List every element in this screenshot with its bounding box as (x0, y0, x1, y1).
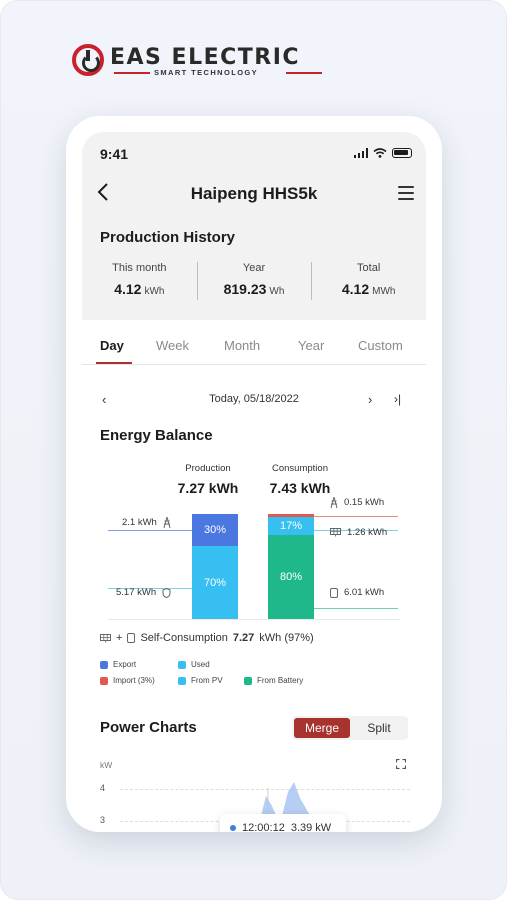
legend-import: Import (3%) (100, 676, 155, 685)
page-title: Haipeng HHS5k (190, 184, 318, 203)
shield-icon (162, 587, 171, 598)
battery-status-icon (392, 148, 412, 158)
stat-total: Total 4.12 MWh (311, 262, 426, 302)
from-battery-kwh-label: 6.01 kWh (330, 587, 384, 598)
consumption-bar: 17% 80% (268, 514, 314, 619)
back-arrow-icon[interactable] (94, 182, 114, 202)
menu-icon[interactable] (398, 186, 414, 200)
status-icons (353, 148, 412, 158)
self-consumption-summary: + Self-Consumption 7.27 kWh (97%) (100, 632, 314, 644)
chart-unit-label: kW (100, 760, 113, 770)
period-tabs: Day Week Month Year Custom (82, 332, 426, 365)
from-pv-kwh-label: 1.26 kWh (330, 527, 387, 538)
split-button[interactable]: Split (367, 721, 391, 735)
bar-segment: 30% (192, 514, 238, 546)
series-dot (230, 825, 236, 831)
bar-segment (268, 514, 314, 517)
stat-this-month: This month 4.12 kWh (112, 262, 167, 297)
import-kwh-label: 0.15 kWh (330, 497, 384, 508)
tab-week[interactable]: Week (156, 338, 189, 353)
tab-year[interactable]: Year (298, 338, 325, 353)
status-time: 9:41 (100, 146, 129, 162)
battery-icon (127, 633, 136, 643)
active-tab-indicator (96, 362, 132, 364)
legend-used: Used (178, 660, 210, 669)
consumption-value: 7.43 kWh (269, 480, 331, 496)
used-kwh-label: 5.17 kWh (116, 587, 171, 598)
legend-from-pv: From PV (178, 676, 223, 685)
production-stats: This month 4.12 kWh Year 819.23 Wh Total 4… (82, 262, 426, 302)
expand-icon[interactable] (396, 759, 406, 769)
energy-balance-title: Energy Balance (100, 427, 213, 444)
production-value: 7.27 kWh (177, 480, 239, 496)
chart-tooltip: 12:00:12 3.39 kW (220, 814, 346, 832)
export-kwh-label: 2.1 kWh (122, 517, 171, 528)
tab-month[interactable]: Month (224, 338, 261, 353)
app-screen: 9:41 Haipeng HHS5k Production History Th… (82, 132, 426, 832)
tab-custom[interactable]: Custom (358, 338, 403, 353)
y-tick: 3 (100, 815, 106, 825)
header-area: 9:41 Haipeng HHS5k Production History Th… (82, 132, 426, 320)
power-charts-title: Power Charts (100, 719, 197, 736)
phone-frame: 9:41 Haipeng HHS5k Production History Th… (66, 116, 442, 832)
solar-panel-icon (100, 633, 111, 642)
grid-tower-icon (163, 517, 171, 528)
date-navigator: ‹ Today, 05/18/2022 › ›| (82, 390, 426, 410)
brand-name: EAS ELECTRIC (110, 45, 301, 70)
wifi-icon (373, 148, 387, 158)
gridline (120, 789, 410, 790)
grid-tower-icon (330, 497, 338, 508)
bar-segment: 70% (192, 546, 238, 620)
tab-day[interactable]: Day (100, 338, 124, 353)
production-label: Production (185, 463, 231, 474)
solar-panel-icon (330, 528, 341, 537)
merge-button[interactable]: Merge (294, 718, 350, 738)
production-history-title: Production History (100, 229, 236, 246)
power-icon (72, 44, 104, 76)
last-day-button[interactable]: ›| (394, 392, 402, 406)
bar-segment: 80% (268, 535, 314, 619)
chart-mode-toggle: Merge Split (292, 716, 408, 740)
legend-export: Export (100, 660, 136, 669)
signal-icon (353, 148, 368, 158)
current-date: Today, 05/18/2022 (209, 393, 299, 405)
production-bar: 30% 70% (192, 514, 238, 620)
brand-logo: EAS ELECTRIC SMART TECHNOLOGY (72, 44, 332, 80)
stat-year: Year 819.23 Wh (196, 262, 312, 302)
bar-segment: 17% (268, 517, 314, 535)
brand-tagline: SMART TECHNOLOGY (154, 68, 259, 77)
y-tick: 4 (100, 783, 106, 793)
battery-icon (330, 587, 338, 598)
next-day-button[interactable]: › (368, 392, 373, 407)
prev-day-button[interactable]: ‹ (102, 392, 107, 407)
consumption-label: Consumption (272, 463, 328, 474)
legend-from-battery: From Battery (244, 676, 303, 685)
